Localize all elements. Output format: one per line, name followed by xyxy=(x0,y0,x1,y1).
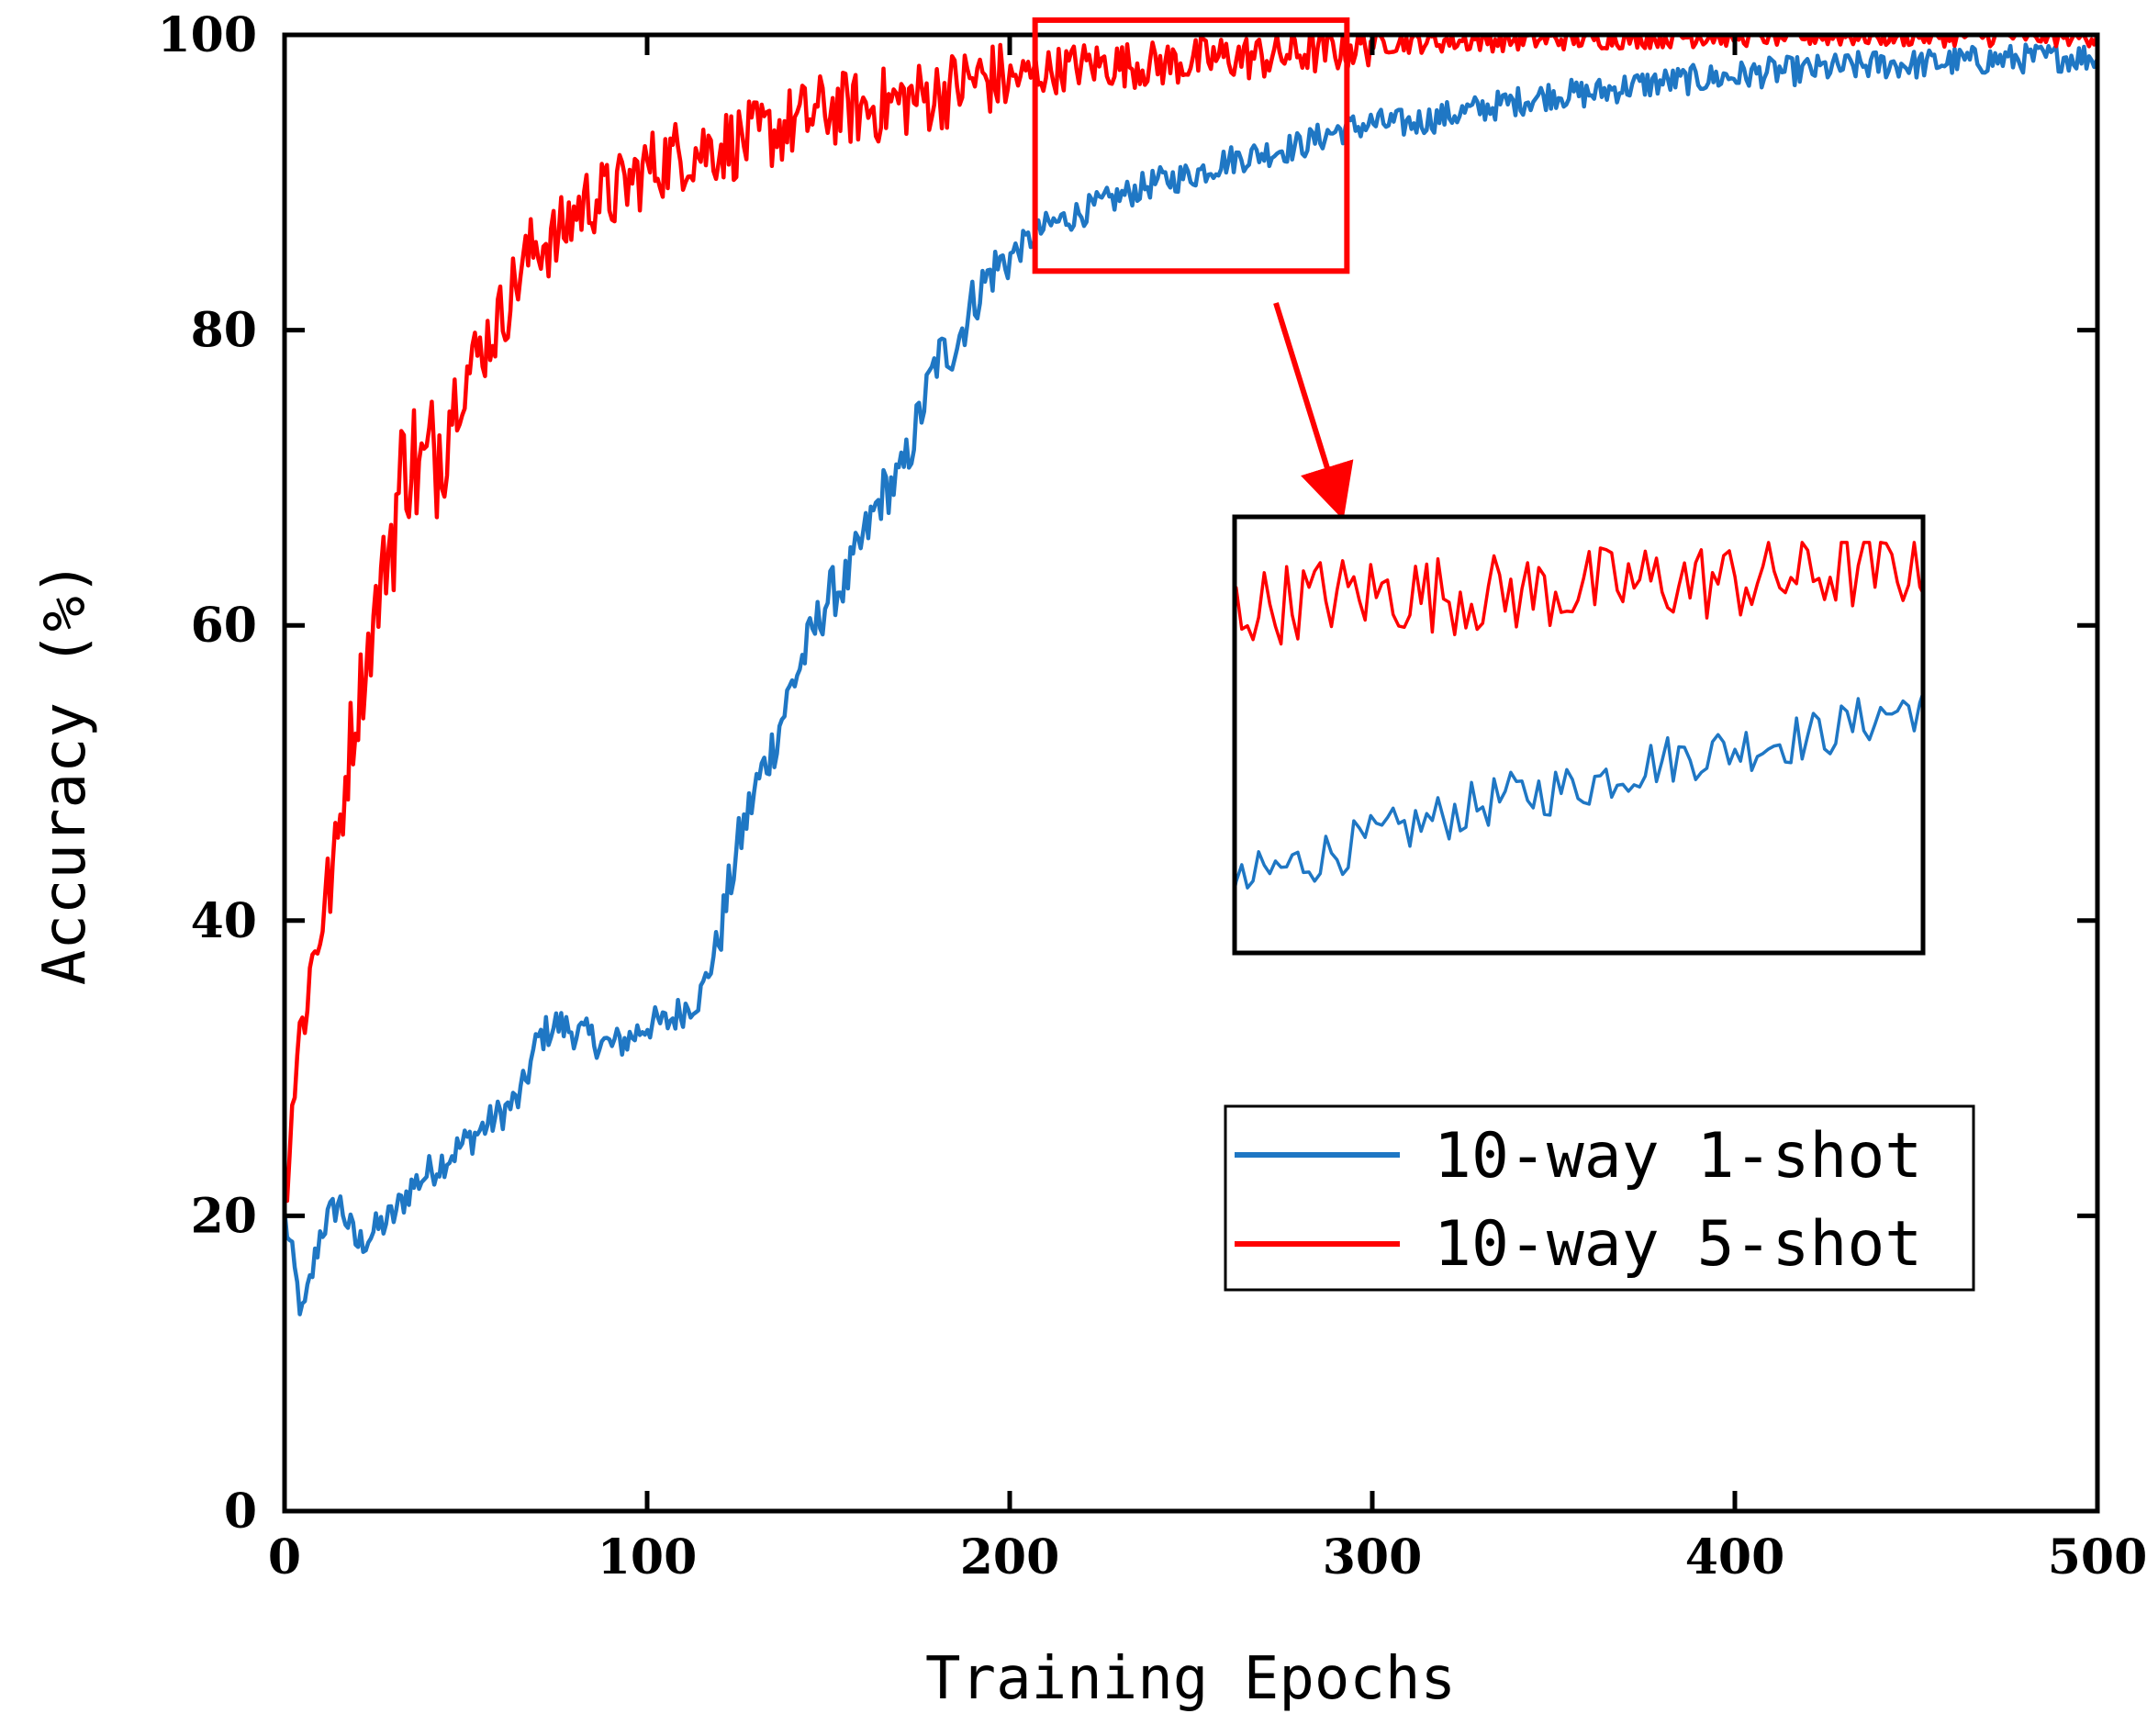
y-tick-label-0: 0 xyxy=(224,1484,257,1540)
y-tick-label-100: 100 xyxy=(157,7,257,63)
zoom-region-box xyxy=(1032,17,1350,274)
x-tick-label-200: 200 xyxy=(960,1529,1060,1585)
x-tick-label-400: 400 xyxy=(1685,1529,1785,1585)
legend-label-5shot: 10-way 5-shot xyxy=(1434,1208,1922,1281)
y-tick-label-40: 40 xyxy=(191,893,257,949)
y-tick-label-80: 80 xyxy=(191,303,257,359)
inset-series-layer xyxy=(1235,541,1923,898)
legend-box xyxy=(1224,1104,1975,1292)
x-tick-label-300: 300 xyxy=(1323,1529,1423,1585)
series-line-1shot xyxy=(282,42,2099,1316)
x-tick-label-500: 500 xyxy=(2048,1529,2147,1585)
tick-layer: 0 100 200 300 400 500 0 20 40 60 80 100 xyxy=(157,7,2147,1585)
plot-frame xyxy=(282,32,2100,1514)
inset-panel xyxy=(1232,514,1926,956)
y-tick-label-20: 20 xyxy=(191,1188,257,1244)
x-axis-title: Training Epochs xyxy=(925,1645,1456,1713)
x-tick-label-0: 0 xyxy=(268,1529,301,1585)
inset-series-line-5shot xyxy=(1235,541,1923,646)
inset-series-line-1shot xyxy=(1235,688,1923,898)
zoom-arrow xyxy=(1273,302,1354,521)
legend-label-1shot: 10-way 1-shot xyxy=(1434,1120,1922,1193)
inset-frame xyxy=(1232,514,1926,956)
y-tick-label-60: 60 xyxy=(191,598,257,654)
y-axis-title: Accuracy (%) xyxy=(31,561,99,985)
legend: 10-way 1-shot 10-way 5-shot xyxy=(1224,1104,1975,1292)
x-tick-label-100: 100 xyxy=(598,1529,698,1585)
